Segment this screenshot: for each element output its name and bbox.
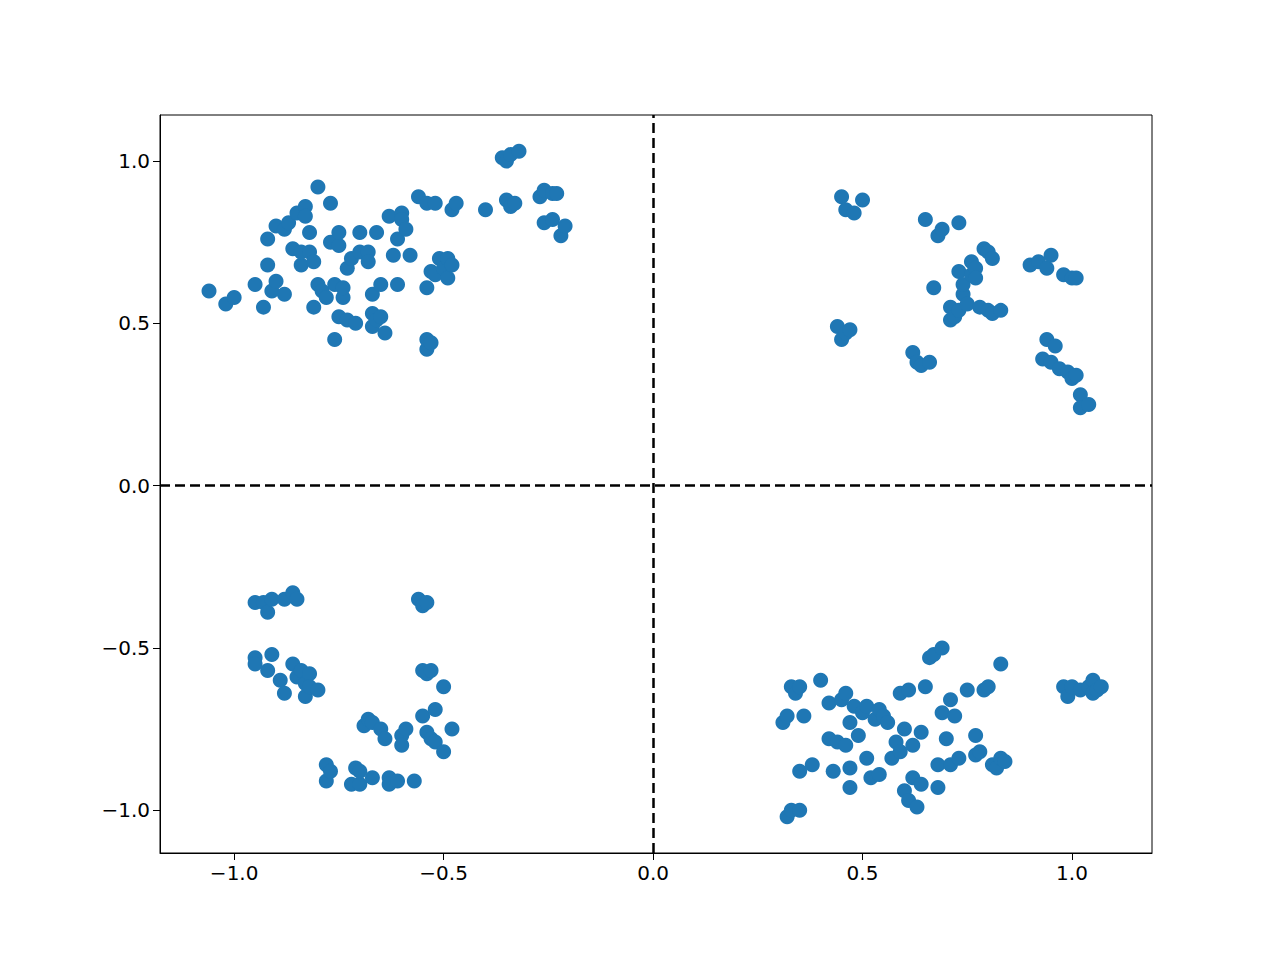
svg-text:0.5: 0.5 — [847, 861, 879, 885]
svg-text:−1.0: −1.0 — [210, 861, 259, 885]
svg-text:−1.0: −1.0 — [101, 798, 150, 822]
svg-text:1.0: 1.0 — [118, 149, 150, 173]
svg-text:−0.5: −0.5 — [419, 861, 468, 885]
svg-text:0.0: 0.0 — [118, 474, 150, 498]
svg-text:0.5: 0.5 — [118, 311, 150, 335]
svg-text:1.0: 1.0 — [1056, 861, 1088, 885]
svg-text:−0.5: −0.5 — [101, 636, 150, 660]
svg-text:0.0: 0.0 — [637, 861, 669, 885]
